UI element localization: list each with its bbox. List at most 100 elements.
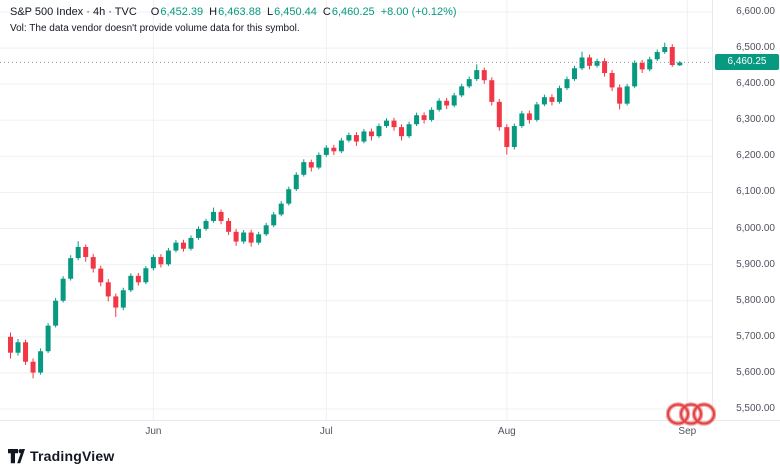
candle-body [346,135,352,141]
candle-body [429,109,435,120]
candle-body [662,47,668,53]
candle-body [135,275,141,283]
candle-body [534,104,540,120]
candle-body [451,95,457,106]
high-label: H [209,6,218,18]
candle-body [331,147,337,152]
candle-body [436,100,442,110]
last-price-badge: 6,460.25 [715,54,779,71]
close-label: C [322,6,331,18]
open-value: 6,452.39 [160,6,204,18]
candle-body [384,120,389,127]
candle-body [338,140,344,152]
chart-pane[interactable]: S&P 500 Index · 4h · TVC O6,452.39 H6,463.… [0,0,716,426]
candle-body [233,231,239,242]
candle-body [564,79,570,89]
candle-body [308,162,314,168]
annotation-circles-icon [666,402,716,426]
price-axis-label: 6,200.00 [736,150,775,162]
candle-body [53,300,59,326]
price-axis-label: 5,900.00 [736,258,775,270]
price-axis-label: 6,100.00 [736,186,775,198]
candle-body [23,342,29,362]
candle-body [143,268,149,283]
price-axis[interactable]: 6,460.25 6,600.00 6,500.00 6,400.00 6,300.0… [712,0,780,420]
candle-body [316,154,322,168]
chart-legend: S&P 500 Index · 4h · TVC O6,452.39 H6,463.… [10,5,457,35]
candle-body [361,131,367,142]
price-axis-label: 6,400.00 [736,78,775,90]
candle-body [466,79,472,87]
candle-body [293,174,299,190]
candle-body [399,127,405,137]
candle-body [105,282,111,297]
price-axis-label: 5,600.00 [736,366,775,378]
symbol-title[interactable]: S&P 500 Index · 4h · TVC [10,6,137,18]
tradingview-logo-text: TradingView [30,448,115,464]
candle-body [30,361,36,373]
legend-row-symbol: S&P 500 Index · 4h · TVC O6,452.39 H6,463.… [10,5,457,19]
candle-body [150,257,156,269]
candle-body [406,124,412,137]
low-value: 6,450.44 [274,6,317,18]
candle-body [226,220,232,232]
candle-body [572,68,577,80]
candle-body [353,135,359,142]
candle-body [669,47,675,66]
candle-body [444,100,450,106]
candle-body [481,70,487,81]
candle-body [677,62,683,66]
close-value: 6,460.25 [331,6,375,18]
candle-body [8,336,13,353]
candle-body [504,127,510,147]
candle-body [165,250,171,265]
candle-body [632,62,638,87]
candle-body [459,86,465,96]
candle-body [609,72,615,88]
candle-body [556,88,562,102]
price-axis-label: 5,800.00 [736,294,775,306]
low-label: L [266,6,274,18]
candle-body [173,242,179,251]
candle-body [241,232,247,242]
candle-body [647,59,653,70]
price-axis-label: 5,700.00 [736,330,775,342]
candle-body [248,232,254,243]
candle-body [602,61,608,73]
price-axis-label: 6,500.00 [736,42,775,54]
price-axis-label: 5,500.00 [736,403,775,414]
candle-body [68,258,74,279]
candle-body [654,52,660,60]
candle-body [196,228,201,238]
candle-body [180,242,186,249]
high-value: 6,463.88 [218,6,261,18]
candle-body [263,225,269,235]
candle-body [376,126,382,137]
candle-body [278,203,284,215]
candle-body [90,257,96,269]
candle-body [203,220,209,229]
candle-body [414,115,420,125]
time-axis[interactable]: Jun Jul Aug Sep [0,420,780,445]
candle-body [120,290,126,308]
candle-body [45,325,51,352]
candle-body [474,70,480,80]
candle-body [519,113,525,127]
candle-body [549,97,555,102]
candle-body [38,351,44,373]
candle-body [489,80,495,102]
candle-body [128,275,134,291]
tradingview-logo[interactable]: TradingView [8,448,114,464]
candle-body [368,131,374,137]
time-axis-label: Aug [497,426,516,437]
candle-body [218,211,224,221]
candle-body [541,97,547,105]
candle-body [113,296,119,308]
candle-body [83,246,89,258]
candle-body [594,61,600,66]
candlestick-chart[interactable] [0,0,712,420]
candle-body [624,86,630,104]
candle-body [587,57,593,66]
candle-body [211,211,217,221]
